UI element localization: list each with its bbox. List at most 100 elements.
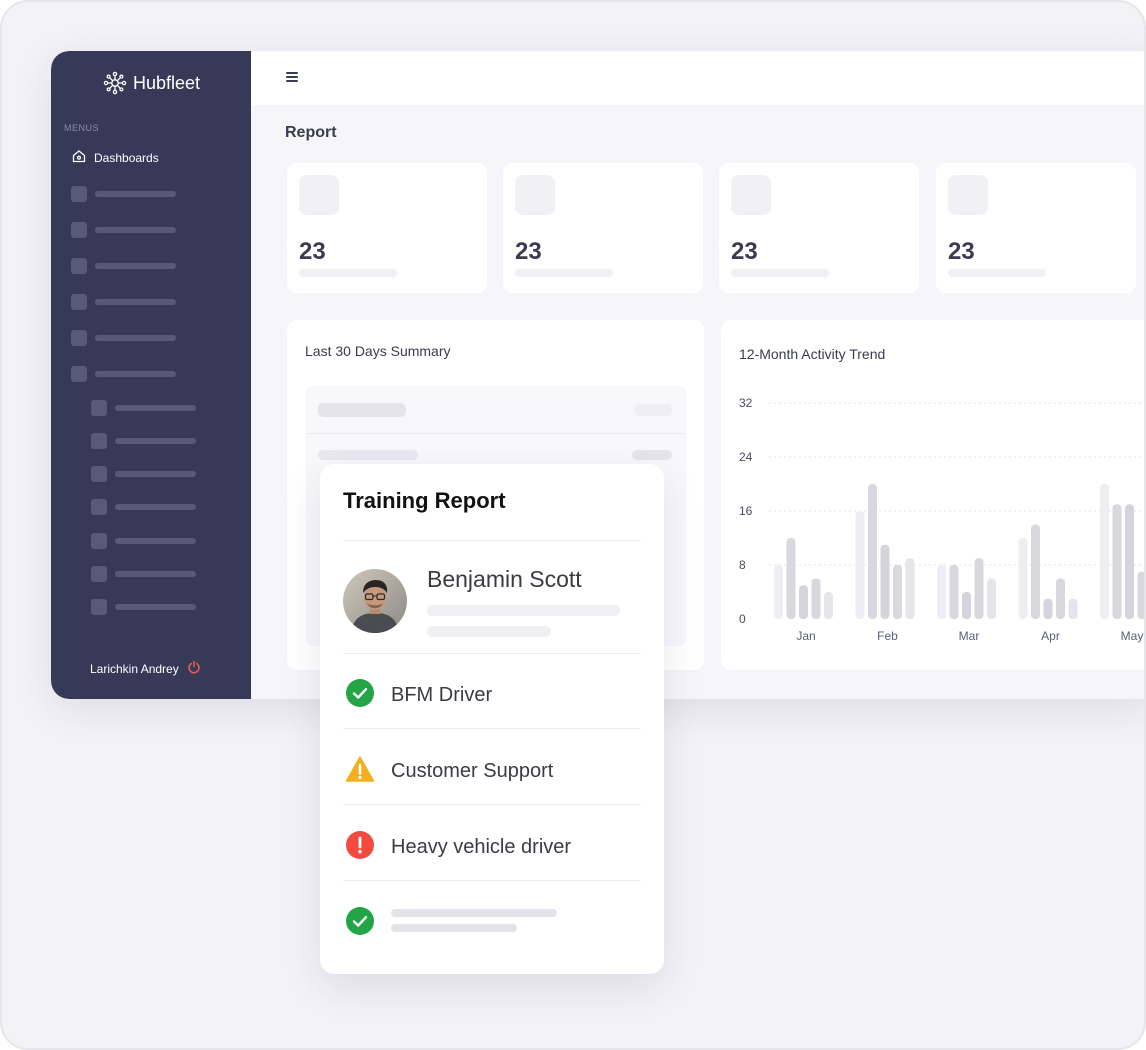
chart-bar[interactable] — [799, 585, 808, 619]
training-item-placeholder-label — [391, 924, 517, 932]
brand-logo[interactable]: Hubfleet — [103, 71, 200, 95]
warning-triangle-icon — [345, 754, 375, 789]
placeholder-label — [95, 263, 176, 269]
chart-bar[interactable] — [962, 592, 971, 619]
y-tick-label: 16 — [739, 504, 753, 518]
placeholder-icon — [91, 433, 107, 449]
placeholder-label — [115, 504, 196, 510]
placeholder-label — [95, 335, 176, 341]
chart-bar[interactable] — [811, 578, 821, 620]
placeholder-label — [115, 571, 196, 577]
chart-bar[interactable] — [1018, 538, 1028, 619]
placeholder-icon — [71, 366, 87, 382]
y-tick-label: 0 — [739, 612, 746, 626]
training-item-label: Customer Support — [391, 760, 554, 782]
chart-bar[interactable] — [1100, 484, 1109, 619]
chart-bar[interactable] — [1125, 504, 1134, 619]
check-circle-icon — [345, 906, 375, 941]
chart-bar[interactable] — [893, 565, 902, 619]
stat-icon-placeholder — [948, 175, 988, 215]
stat-icon-placeholder — [299, 175, 339, 215]
person-detail-placeholder — [427, 605, 620, 616]
placeholder-icon — [71, 258, 87, 274]
placeholder-icon — [71, 294, 87, 310]
stat-icon-placeholder — [731, 175, 771, 215]
stat-card[interactable]: 23 — [503, 163, 703, 293]
user-footer: Larichkin Andrey — [90, 660, 201, 677]
chart-bar[interactable] — [937, 565, 946, 619]
chart-bar[interactable] — [880, 544, 890, 619]
x-tick-label: Mar — [959, 629, 980, 643]
stat-card[interactable]: 23 — [719, 163, 919, 293]
x-tick-label: May — [1121, 629, 1144, 643]
chart-bar[interactable] — [824, 592, 833, 619]
training-item-label: BFM Driver — [391, 684, 493, 706]
y-tick-label: 24 — [739, 450, 753, 464]
chart-bar[interactable] — [987, 578, 996, 620]
placeholder-label — [115, 604, 196, 610]
divider — [343, 540, 641, 541]
y-tick-label: 32 — [739, 396, 753, 410]
placeholder-icon — [91, 599, 107, 615]
stat-value: 23 — [948, 238, 975, 265]
x-tick-label: Jan — [796, 629, 815, 643]
stat-label-placeholder — [948, 269, 1046, 277]
placeholder-label — [95, 371, 176, 377]
training-item-customer-support[interactable]: Customer Support — [345, 754, 553, 789]
hub-logo-icon — [103, 71, 127, 95]
home-icon — [72, 149, 86, 166]
trend-panel: 12-Month Activity Trend 32 24 16 8 0 Jan Feb Ma… — [721, 320, 1146, 670]
summary-panel-title: Last 30 Days Summary — [305, 343, 451, 359]
chart-bar[interactable] — [855, 511, 865, 619]
brand-name: Hubfleet — [133, 72, 201, 93]
chart-bar[interactable] — [1137, 571, 1146, 619]
sidebar-item-dashboards[interactable]: Dashboards — [72, 149, 159, 166]
training-item-bfm-driver[interactable]: BFM Driver — [345, 678, 492, 713]
power-icon[interactable] — [187, 660, 201, 677]
stat-card[interactable]: 23 — [936, 163, 1136, 293]
sidebar-item-label: Dashboards — [94, 150, 159, 165]
stat-label-placeholder — [299, 269, 397, 277]
chart-bar[interactable] — [786, 538, 796, 619]
sidebar: Hubfleet MENUS Dashboards — [51, 51, 251, 699]
x-tick-label: Feb — [877, 629, 898, 643]
chart-bar[interactable] — [949, 565, 959, 619]
placeholder-icon — [71, 222, 87, 238]
training-item-heavy-vehicle-driver[interactable]: Heavy vehicle driver — [345, 830, 571, 865]
training-report-card: Training Report Ben — [320, 464, 664, 974]
stat-icon-placeholder — [515, 175, 555, 215]
chart-bar[interactable] — [1031, 524, 1040, 620]
training-item-placeholder[interactable] — [345, 906, 375, 941]
chart-bar[interactable] — [1112, 504, 1122, 619]
stat-label-placeholder — [515, 269, 613, 277]
x-tick-label: Apr — [1041, 629, 1060, 643]
placeholder-icon — [91, 466, 107, 482]
chart-bar[interactable] — [1068, 598, 1078, 619]
menu-toggle-icon[interactable] — [286, 72, 298, 82]
person-name: Benjamin Scott — [427, 566, 582, 592]
check-circle-icon — [345, 678, 375, 713]
exclamation-circle-icon — [345, 830, 375, 865]
chart-bar[interactable] — [1043, 598, 1053, 619]
avatar — [343, 569, 407, 633]
chart-bar[interactable] — [774, 565, 783, 619]
placeholder-label — [115, 538, 196, 544]
chart-bar[interactable] — [1056, 578, 1065, 620]
chart-bar[interactable] — [905, 558, 915, 619]
stat-card[interactable]: 23 — [287, 163, 487, 293]
divider — [343, 653, 641, 654]
divider — [343, 804, 641, 805]
placeholder-label — [95, 191, 176, 197]
placeholder-icon — [71, 330, 87, 346]
person-detail-placeholder — [427, 626, 551, 637]
chart-bar[interactable] — [868, 484, 877, 619]
chart-bar[interactable] — [974, 558, 984, 619]
top-bar — [251, 51, 1144, 105]
menus-section-label: MENUS — [64, 123, 100, 133]
activity-trend-chart: 32 24 16 8 0 Jan Feb Mar Apr May — [739, 396, 1146, 643]
placeholder-icon — [71, 186, 87, 202]
placeholder-label — [95, 227, 176, 233]
placeholder-icon — [91, 499, 107, 515]
training-card-title: Training Report — [343, 488, 506, 513]
